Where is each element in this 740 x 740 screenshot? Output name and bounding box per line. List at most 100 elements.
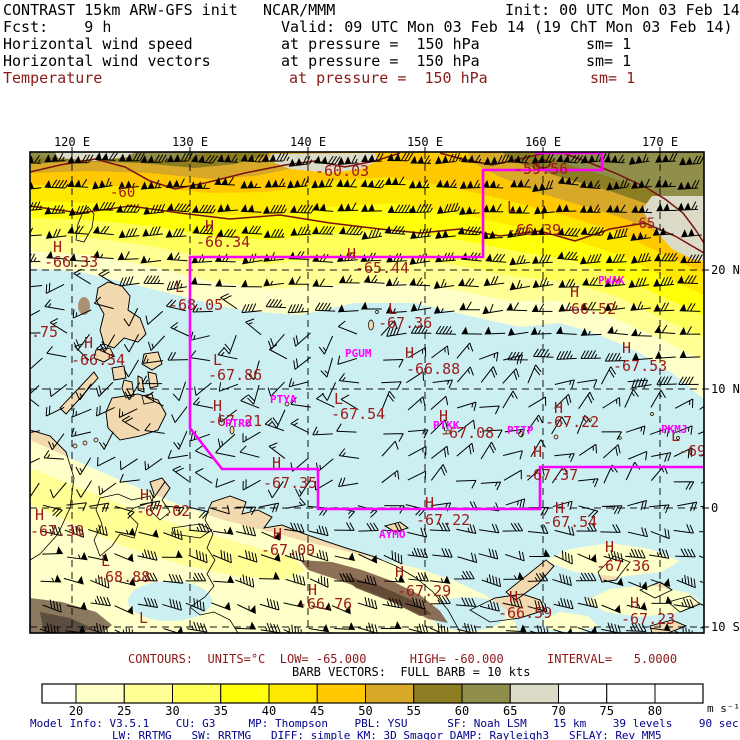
wind-barb xyxy=(649,548,670,559)
wind-barb xyxy=(72,407,92,418)
extremum-value: -67.09 xyxy=(261,541,315,559)
wind-barb xyxy=(49,482,67,499)
coastline xyxy=(667,595,701,613)
wind-barb xyxy=(502,450,523,460)
wind-barb xyxy=(627,500,648,511)
extremum-value: -66.39 xyxy=(507,221,561,239)
extremum-value: -68.88 xyxy=(96,568,150,586)
domain-2-boundary xyxy=(188,152,704,511)
wind-barb xyxy=(673,598,694,609)
wind-barb xyxy=(630,252,652,264)
wind-barb xyxy=(605,253,627,264)
wind-barbs-layer xyxy=(30,152,704,633)
wind-barb xyxy=(408,572,429,582)
wind-barb xyxy=(67,179,89,188)
wind-barb xyxy=(677,275,698,284)
wind-barb xyxy=(429,623,449,633)
wind-barb xyxy=(481,574,502,588)
high-center-letter: H xyxy=(273,525,282,543)
wind-barb xyxy=(114,553,134,563)
wind-barb xyxy=(334,552,356,562)
wind-barb xyxy=(630,301,651,311)
wind-barb xyxy=(405,597,426,610)
island-dot xyxy=(676,436,680,440)
wind-barb xyxy=(285,573,306,586)
extremum-value: -69. xyxy=(679,442,715,460)
wind-barb xyxy=(215,278,237,288)
wind-barb xyxy=(170,321,189,337)
colorbar-tick-label: 50 xyxy=(358,704,372,718)
wind-barb xyxy=(192,303,213,313)
wind-barb xyxy=(44,299,65,311)
colorbar-segment xyxy=(75,683,125,704)
wind-barb xyxy=(656,203,677,212)
wind-barb xyxy=(123,307,139,327)
wind-barb xyxy=(166,152,193,163)
extremum-value: -67.21 xyxy=(208,412,262,430)
wind-barb xyxy=(601,505,623,515)
wind-barb xyxy=(212,549,232,564)
wind-barb xyxy=(190,276,212,286)
high-center-letter: H xyxy=(509,588,518,606)
island-dot xyxy=(553,434,559,440)
wind-barb xyxy=(283,624,302,633)
wind-barb xyxy=(73,268,91,285)
wind-barb xyxy=(679,350,701,359)
wind-barb xyxy=(43,450,64,460)
wind-barb xyxy=(482,429,503,439)
colorbar-tick-label: 70 xyxy=(551,704,565,718)
wind-barb xyxy=(502,522,524,532)
wind-barb xyxy=(96,405,115,417)
wind-barb xyxy=(554,393,572,409)
extremum-value: -59.56 xyxy=(514,160,568,178)
wind-barb xyxy=(430,464,448,481)
wind-barb xyxy=(171,406,188,423)
wind-barb xyxy=(261,531,281,541)
wind-barb xyxy=(338,448,360,459)
wind-barb xyxy=(628,153,650,165)
low-center-letter: L xyxy=(213,351,222,369)
wind-barb xyxy=(288,155,313,167)
wind-barb xyxy=(191,253,213,264)
wind-barb xyxy=(479,600,500,612)
wind-barb xyxy=(264,178,286,188)
wind-barb xyxy=(191,204,216,214)
wind-barb xyxy=(697,431,704,435)
wind-barb xyxy=(580,226,605,236)
wind-barb xyxy=(162,598,182,611)
wind-barb xyxy=(260,622,281,633)
coastline xyxy=(141,351,163,371)
wind-barb xyxy=(531,153,556,164)
wind-barb xyxy=(267,381,285,397)
island-dot xyxy=(284,401,290,407)
wind-barb xyxy=(677,501,698,512)
wind-barb xyxy=(137,597,159,608)
high-center-letter: H xyxy=(605,538,614,556)
wind-barb xyxy=(235,574,255,588)
wind-barb xyxy=(66,502,87,512)
wind-barb xyxy=(312,278,334,288)
lon-axis-label: 170 E xyxy=(642,135,678,149)
wind-barb xyxy=(631,204,653,214)
wind-barb xyxy=(140,255,162,264)
temp-contour xyxy=(30,152,401,190)
wind-barb xyxy=(409,277,431,287)
wind-barb xyxy=(237,604,256,615)
wind-barb xyxy=(312,426,333,436)
wind-barb xyxy=(45,282,65,294)
wind-barb xyxy=(166,252,188,262)
wind-barb xyxy=(161,550,183,558)
wind-barb xyxy=(433,278,455,290)
wind-barb xyxy=(654,179,676,188)
wind-barb xyxy=(214,176,236,186)
wind-barb xyxy=(410,301,432,312)
wind-barb xyxy=(143,203,166,215)
wind-barb xyxy=(247,360,260,381)
wind-barb xyxy=(118,152,145,162)
wind-barb xyxy=(673,481,695,490)
wind-barb xyxy=(410,155,432,164)
wind-barb xyxy=(555,326,577,335)
high-center-letter: H xyxy=(570,283,579,301)
wind-barb xyxy=(502,368,520,384)
wind-barb xyxy=(600,366,617,385)
